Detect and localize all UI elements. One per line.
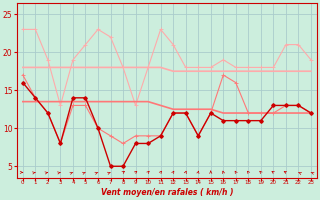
X-axis label: Vent moyen/en rafales ( km/h ): Vent moyen/en rafales ( km/h )	[101, 188, 233, 197]
